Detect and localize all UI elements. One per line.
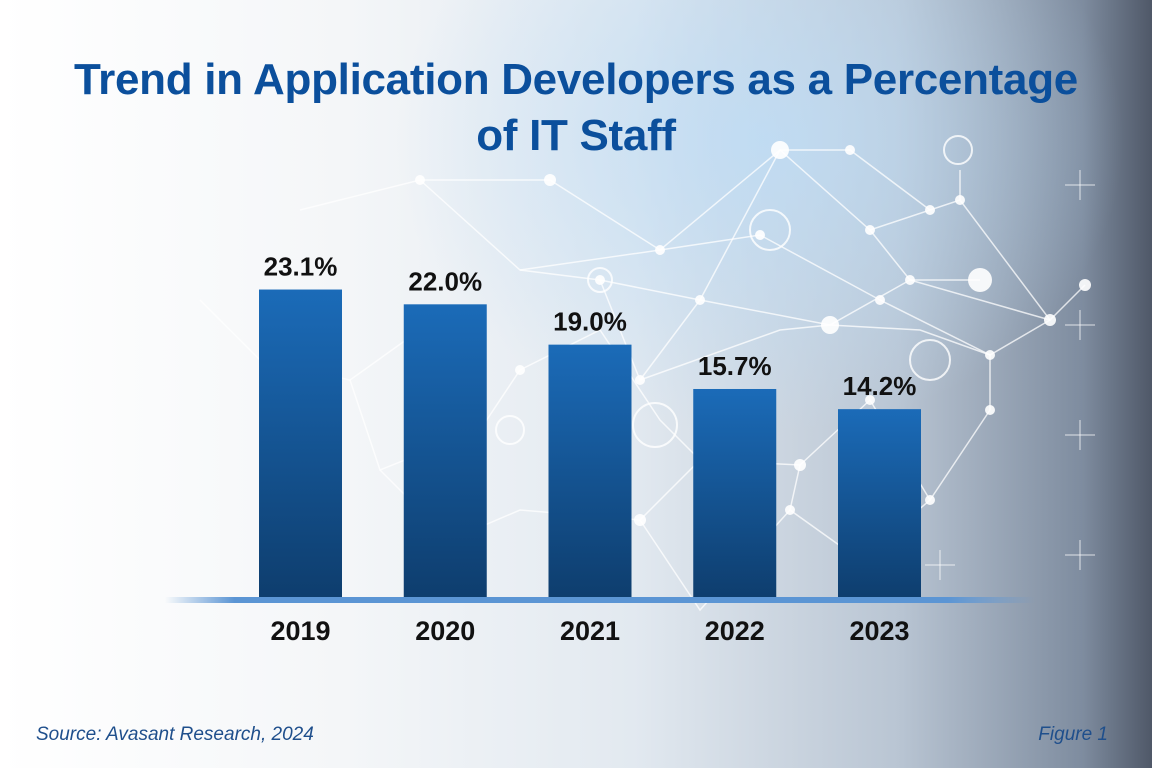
chart-title-line2: of IT Staff [476,111,676,160]
chart-title: Trend in Application Developers as a Per… [0,52,1152,164]
data-label-2022: 15.7% [698,351,772,381]
data-label-2023: 14.2% [843,371,917,401]
x-axis-baseline [165,597,1035,603]
x-tick-label-2019: 2019 [270,616,330,646]
bar-2019 [259,289,342,600]
data-label-2020: 22.0% [408,266,482,296]
bar-2021 [548,344,632,600]
bar-2022 [693,388,777,600]
bar-2020 [403,304,487,600]
x-tick-label-2022: 2022 [705,616,765,646]
figure-number: Figure 1 [1038,724,1108,745]
bar-2023 [838,409,921,600]
data-label-2021: 19.0% [553,307,627,337]
data-label-2019: 23.1% [264,252,338,282]
source-note: Source: Avasant Research, 2024 [36,724,314,745]
x-tick-label-2020: 2020 [415,616,475,646]
x-tick-label-2023: 2023 [849,616,909,646]
x-tick-label-2021: 2021 [560,616,620,646]
chart-title-line1: Trend in Application Developers as a Per… [74,55,1078,104]
